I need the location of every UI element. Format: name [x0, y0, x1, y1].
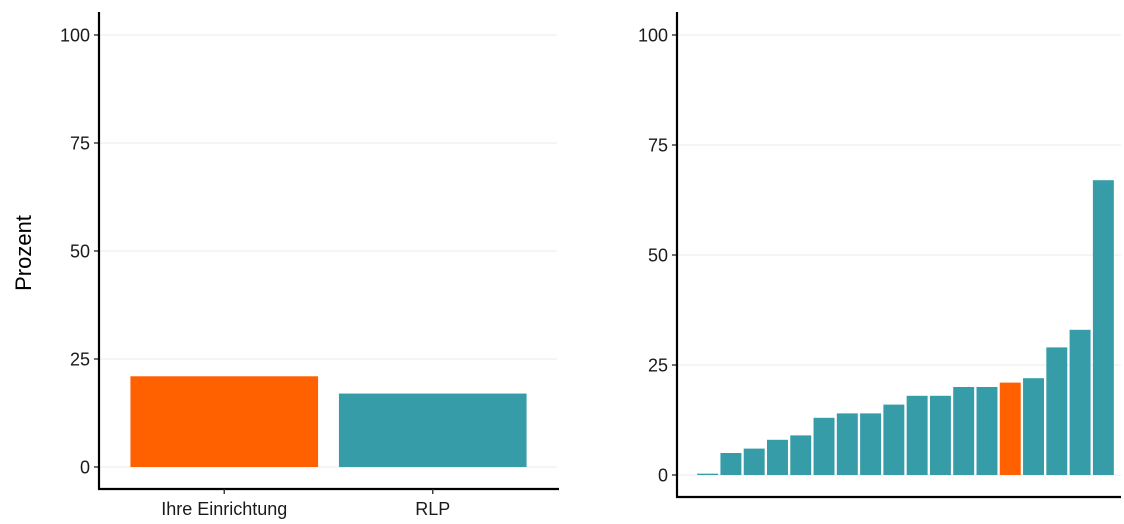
y-tick-label: 25 [648, 356, 668, 376]
y-tick-label: 75 [70, 134, 90, 154]
bar [338, 393, 527, 467]
bar [999, 382, 1021, 475]
y-tick-label: 100 [638, 26, 668, 46]
x-axis: Ihre Einrichtung RLP [98, 487, 559, 519]
bar [743, 448, 765, 475]
bar [790, 435, 812, 475]
bar [929, 395, 951, 475]
y-tick-label: 0 [80, 458, 90, 478]
bar [813, 417, 835, 475]
bar [720, 453, 742, 475]
bar [697, 473, 719, 475]
x-tick-label: Ihre Einrichtung [161, 499, 287, 519]
y-tick-label: 25 [70, 350, 90, 370]
comparison-bar-chart: 0 25 50 75 100 Ihre Einrichtung RLP Prozent [11, 12, 559, 519]
bar [766, 439, 788, 475]
y-tick-label: 100 [60, 26, 90, 46]
bar [976, 387, 998, 475]
bar [1069, 329, 1091, 475]
y-tick-label: 50 [70, 242, 90, 262]
bar [130, 376, 319, 467]
bars [697, 180, 1114, 475]
bar [860, 413, 882, 475]
bar [883, 404, 905, 475]
bar [906, 395, 928, 475]
bar [1023, 378, 1045, 475]
grid-lines [677, 34, 1121, 476]
bar [1046, 347, 1068, 475]
bar [836, 413, 858, 475]
y-axis: 0 25 50 75 100 [638, 12, 679, 497]
y-tick-label: 0 [658, 466, 668, 486]
y-axis: 0 25 50 75 100 [60, 12, 101, 489]
x-tick-label: RLP [415, 499, 450, 519]
bar [1092, 180, 1114, 475]
y-tick-label: 75 [648, 136, 668, 156]
bars [130, 376, 527, 467]
bar [953, 387, 975, 475]
y-tick-label: 50 [648, 246, 668, 266]
y-axis-title: Prozent [11, 215, 36, 291]
